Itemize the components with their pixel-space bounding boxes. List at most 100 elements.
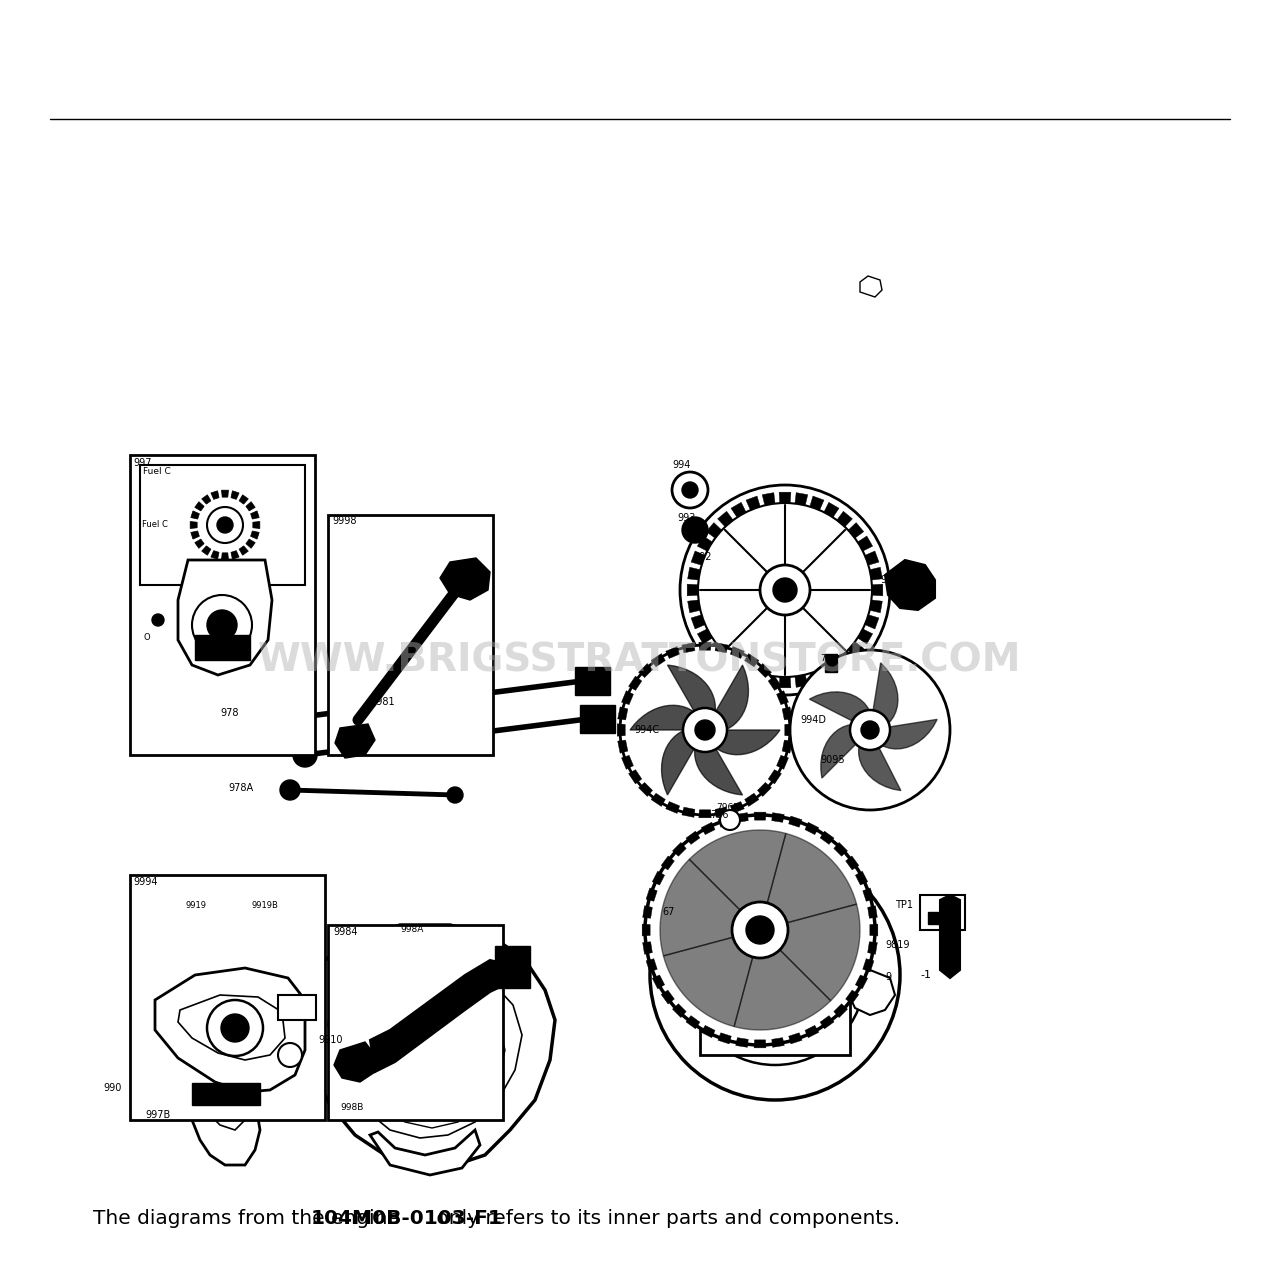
Polygon shape xyxy=(815,716,861,753)
Polygon shape xyxy=(652,654,666,667)
Polygon shape xyxy=(718,817,731,827)
Polygon shape xyxy=(666,801,680,814)
Bar xyxy=(920,895,965,931)
Polygon shape xyxy=(666,646,680,658)
Text: 994C: 994C xyxy=(634,724,659,735)
Bar xyxy=(928,911,943,924)
Text: 9998: 9998 xyxy=(332,516,357,526)
Text: TP1: TP1 xyxy=(895,900,913,910)
Circle shape xyxy=(207,1000,262,1056)
Polygon shape xyxy=(643,906,653,918)
Polygon shape xyxy=(705,730,780,755)
Circle shape xyxy=(447,787,463,803)
Text: 998B: 998B xyxy=(340,1103,364,1112)
Polygon shape xyxy=(782,740,792,753)
Polygon shape xyxy=(211,550,219,559)
Text: 9984: 9984 xyxy=(333,927,357,937)
Polygon shape xyxy=(662,856,675,870)
Polygon shape xyxy=(780,677,791,687)
Circle shape xyxy=(719,920,829,1030)
Polygon shape xyxy=(716,808,728,818)
Polygon shape xyxy=(643,942,653,955)
Polygon shape xyxy=(731,663,746,677)
Circle shape xyxy=(698,503,872,677)
Bar xyxy=(278,995,316,1020)
Polygon shape xyxy=(643,924,650,936)
Polygon shape xyxy=(251,531,260,539)
Polygon shape xyxy=(809,692,870,730)
Polygon shape xyxy=(707,522,722,538)
Polygon shape xyxy=(698,628,713,644)
Polygon shape xyxy=(768,676,781,690)
Polygon shape xyxy=(865,614,879,628)
Polygon shape xyxy=(780,493,791,503)
Polygon shape xyxy=(858,628,873,644)
Text: 998A: 998A xyxy=(399,925,424,934)
Text: 992: 992 xyxy=(692,552,712,562)
Polygon shape xyxy=(758,663,772,677)
Polygon shape xyxy=(870,719,937,749)
Polygon shape xyxy=(746,497,760,511)
Bar xyxy=(328,515,493,755)
Polygon shape xyxy=(253,521,260,529)
Circle shape xyxy=(732,902,788,957)
Circle shape xyxy=(760,564,810,614)
Bar xyxy=(700,995,850,1055)
Polygon shape xyxy=(617,724,625,736)
Text: Fuel C: Fuel C xyxy=(142,520,168,540)
Circle shape xyxy=(790,650,950,810)
Circle shape xyxy=(861,721,879,739)
Circle shape xyxy=(207,507,243,543)
Polygon shape xyxy=(805,822,819,835)
Polygon shape xyxy=(691,550,705,566)
Polygon shape xyxy=(872,584,883,596)
Polygon shape xyxy=(639,663,653,677)
Text: 993: 993 xyxy=(677,513,695,524)
Polygon shape xyxy=(863,959,874,972)
Polygon shape xyxy=(772,1038,785,1047)
Polygon shape xyxy=(646,888,657,901)
Polygon shape xyxy=(618,707,627,719)
Polygon shape xyxy=(303,925,556,1165)
Polygon shape xyxy=(682,808,695,818)
Polygon shape xyxy=(682,643,695,653)
Polygon shape xyxy=(687,600,700,613)
Polygon shape xyxy=(246,502,255,511)
Polygon shape xyxy=(695,730,742,795)
Polygon shape xyxy=(660,859,742,956)
Polygon shape xyxy=(870,663,899,730)
Circle shape xyxy=(850,710,890,750)
Text: 9: 9 xyxy=(884,972,891,982)
Text: 7981: 7981 xyxy=(370,698,394,707)
Polygon shape xyxy=(865,550,879,566)
Text: 997: 997 xyxy=(133,458,151,468)
Circle shape xyxy=(278,1043,302,1068)
Polygon shape xyxy=(777,755,788,769)
Polygon shape xyxy=(652,794,666,806)
Polygon shape xyxy=(690,829,786,913)
Polygon shape xyxy=(767,833,856,924)
Polygon shape xyxy=(788,817,803,827)
Circle shape xyxy=(682,517,708,543)
Polygon shape xyxy=(863,888,874,901)
Circle shape xyxy=(620,645,790,815)
Polygon shape xyxy=(687,567,700,580)
Polygon shape xyxy=(777,691,788,704)
Polygon shape xyxy=(869,567,882,580)
Polygon shape xyxy=(202,545,211,556)
Polygon shape xyxy=(731,502,746,517)
Bar xyxy=(163,1076,173,1085)
Polygon shape xyxy=(178,561,273,675)
Polygon shape xyxy=(762,675,776,687)
Polygon shape xyxy=(745,794,759,806)
Polygon shape xyxy=(884,561,934,611)
Polygon shape xyxy=(701,1025,716,1038)
Polygon shape xyxy=(736,1038,749,1047)
Polygon shape xyxy=(788,1033,803,1044)
Polygon shape xyxy=(705,975,845,1000)
Polygon shape xyxy=(202,495,211,504)
Bar xyxy=(140,465,305,585)
Polygon shape xyxy=(246,539,255,548)
Bar xyxy=(192,1083,260,1105)
Polygon shape xyxy=(731,646,744,658)
